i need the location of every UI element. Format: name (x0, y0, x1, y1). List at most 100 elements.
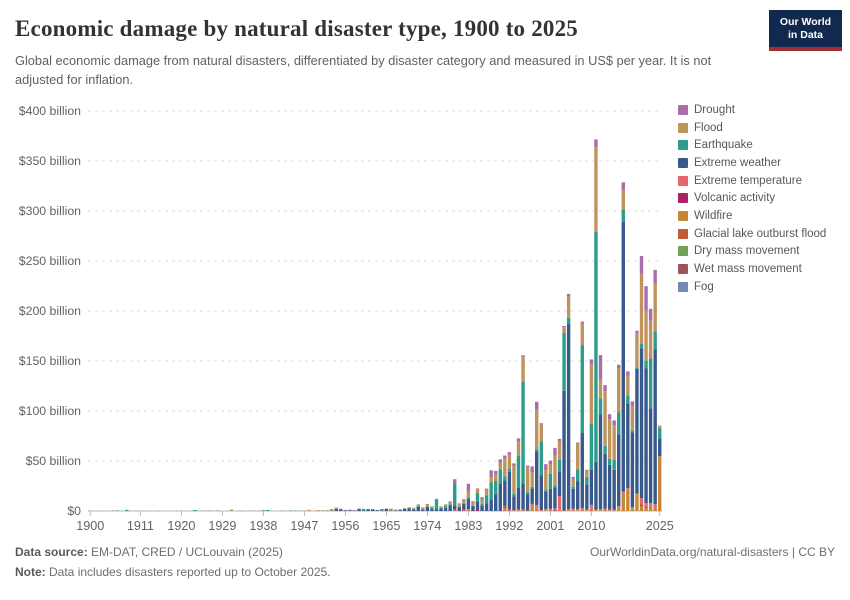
bar-1979[interactable] (448, 501, 452, 511)
bar-1965[interactable] (384, 508, 389, 511)
bar-2014[interactable] (607, 414, 612, 511)
bar-2018[interactable] (626, 371, 630, 511)
bar-1948[interactable] (307, 509, 311, 511)
bar-segment-wf (635, 494, 639, 511)
bar-1990[interactable] (498, 459, 502, 511)
bar-segment-ew (630, 432, 635, 507)
bar-1997[interactable] (530, 466, 534, 511)
bar-1905[interactable] (111, 510, 115, 511)
canonical-link[interactable]: OurWorldinData.org/natural-disasters | C… (590, 545, 835, 559)
bar-1962[interactable] (371, 509, 375, 511)
bar-1969[interactable] (402, 508, 407, 511)
bar-1955[interactable] (339, 508, 343, 511)
bar-segment-wf (535, 508, 539, 511)
bar-2020[interactable] (635, 330, 639, 511)
bar-1953[interactable] (330, 509, 334, 511)
bar-2011[interactable] (594, 139, 598, 511)
bar-1998[interactable] (535, 401, 539, 511)
legend-item-wildfire[interactable]: Wildfire (678, 207, 826, 225)
legend-item-drought[interactable]: Drought (678, 101, 826, 119)
bar-2016[interactable] (617, 364, 621, 511)
bar-1975[interactable] (430, 506, 434, 511)
bar-1978[interactable] (443, 504, 448, 511)
bar-1989[interactable] (494, 470, 498, 511)
bar-1980[interactable] (453, 479, 457, 511)
legend-item-fog[interactable]: Fog (678, 278, 826, 296)
legend-item-extreme-temperature[interactable]: Extreme temperature (678, 172, 826, 190)
bar-2023[interactable] (648, 308, 653, 511)
bar-1938[interactable] (261, 510, 266, 511)
bar-1988[interactable] (489, 470, 493, 511)
bar-1981[interactable] (457, 503, 461, 511)
bar-1982[interactable] (462, 499, 466, 511)
bar-2025[interactable] (658, 425, 662, 511)
bar-1984[interactable] (471, 501, 475, 511)
legend-item-wet-mass-movement[interactable]: Wet mass movement (678, 260, 826, 278)
legend-item-extreme-weather[interactable]: Extreme weather (678, 154, 826, 172)
bar-2008[interactable] (580, 321, 584, 511)
bar-1970[interactable] (407, 507, 411, 511)
bar-1957[interactable] (348, 509, 352, 511)
bar-1968[interactable] (398, 509, 402, 511)
bar-1961[interactable] (366, 508, 370, 511)
bar-1906[interactable] (115, 510, 120, 511)
bar-1967[interactable] (393, 509, 398, 511)
legend-item-dry-mass-movement[interactable]: Dry mass movement (678, 243, 826, 261)
bar-1931[interactable] (229, 509, 234, 511)
bar-1986[interactable] (480, 497, 484, 511)
legend-item-flood[interactable]: Flood (678, 119, 826, 137)
bar-2015[interactable] (612, 420, 616, 511)
bar-2010[interactable] (589, 359, 594, 511)
bar-2001[interactable] (548, 460, 553, 511)
bar-1954[interactable] (334, 507, 338, 512)
bar-1939[interactable] (266, 510, 270, 511)
bar-1987[interactable] (484, 488, 489, 512)
legend-item-glacial-lake-outburst-flood[interactable]: Glacial lake outburst flood (678, 225, 826, 243)
bar-2024[interactable] (653, 269, 657, 511)
legend-item-volcanic-activity[interactable]: Volcanic activity (678, 189, 826, 207)
bar-1923[interactable] (193, 510, 197, 511)
bar-1956[interactable] (343, 509, 348, 511)
bar-1974[interactable] (425, 504, 430, 511)
bar-1963[interactable] (375, 509, 379, 511)
bar-1960[interactable] (361, 509, 366, 511)
bar-segment-eq (475, 493, 480, 502)
bar-1993[interactable] (512, 463, 516, 511)
bar-2000[interactable] (544, 464, 548, 511)
bar-1964[interactable] (380, 509, 384, 511)
bar-1995[interactable] (521, 355, 525, 511)
bar-1951[interactable] (320, 510, 325, 511)
bar-2013[interactable] (603, 385, 607, 511)
bar-1971[interactable] (412, 507, 416, 511)
bar-1999[interactable] (539, 423, 543, 511)
bar-2009[interactable] (585, 469, 589, 511)
bar-1950[interactable] (316, 510, 320, 511)
bar-2017[interactable] (621, 182, 625, 511)
bar-2012[interactable] (598, 355, 603, 511)
bar-2006[interactable] (571, 476, 575, 511)
bar-1985[interactable] (475, 488, 480, 511)
bar-1976[interactable] (434, 498, 439, 511)
bar-1952[interactable] (325, 510, 329, 511)
bar-1972[interactable] (416, 504, 420, 511)
bar-1958[interactable] (352, 510, 357, 511)
bar-2021[interactable] (639, 256, 644, 511)
bar-1992[interactable] (507, 452, 512, 511)
bar-2007[interactable] (576, 442, 580, 512)
bar-1977[interactable] (439, 506, 443, 511)
bar-2005[interactable] (566, 293, 571, 511)
bar-1973[interactable] (421, 507, 425, 511)
bar-1959[interactable] (357, 508, 361, 512)
bar-2004[interactable] (562, 326, 566, 511)
bar-1983[interactable] (466, 483, 471, 511)
bar-1908[interactable] (125, 509, 129, 511)
bar-2003[interactable] (557, 438, 562, 511)
bar-1996[interactable] (525, 465, 530, 512)
bar-2019[interactable] (630, 401, 635, 511)
bar-1994[interactable] (516, 438, 521, 511)
bar-1966[interactable] (389, 508, 393, 511)
bar-1991[interactable] (503, 455, 507, 512)
bar-2022[interactable] (644, 286, 648, 511)
bar-2002[interactable] (553, 447, 557, 511)
legend-item-earthquake[interactable]: Earthquake (678, 136, 826, 154)
